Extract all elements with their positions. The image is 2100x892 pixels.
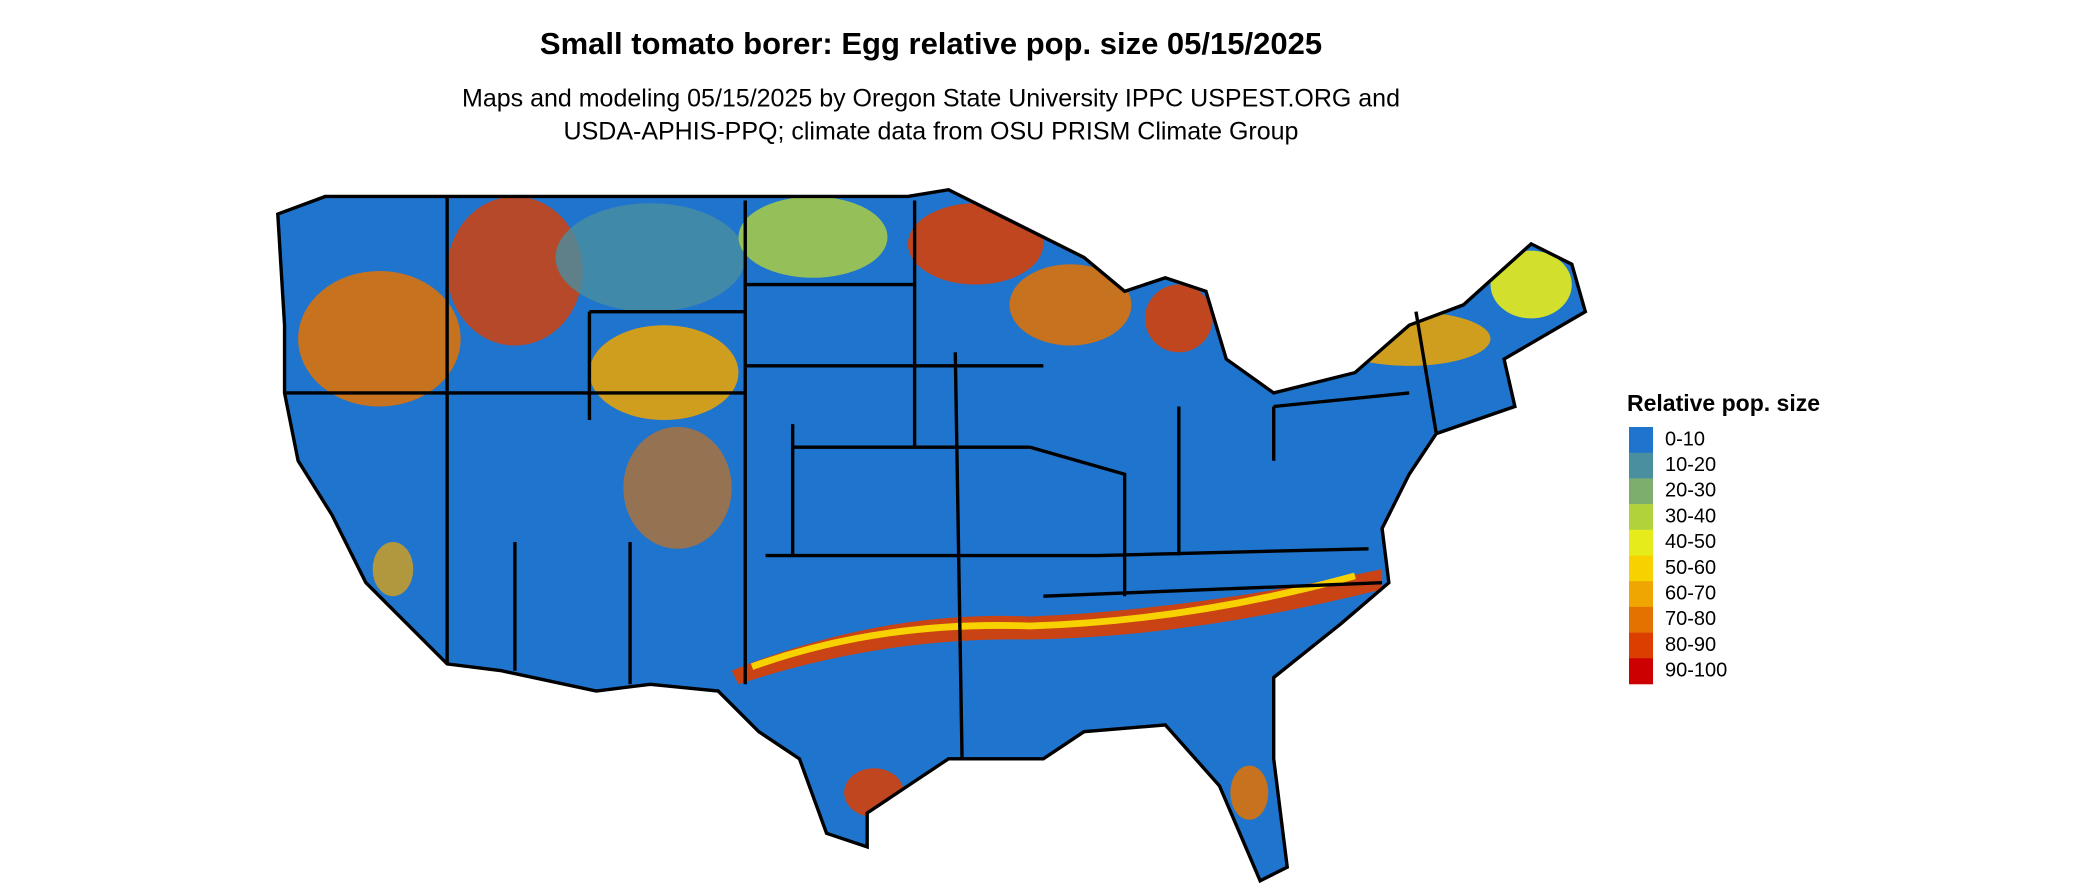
subtitle: Maps and modeling 05/15/2025 by Oregon S… xyxy=(462,85,1400,113)
legend-swatch xyxy=(1629,452,1653,479)
legend-swatch xyxy=(1629,658,1653,685)
legend-title: Relative pop. size xyxy=(1627,390,1820,416)
subtitle: USDA-APHIS-PPQ; climate data from OSU PR… xyxy=(564,118,1299,146)
legend-swatch xyxy=(1629,606,1653,633)
legend: 0-10 10-20 20-30 30-40 40-50 50-60 60-70 70-80 8… xyxy=(1629,427,1727,685)
legend-swatch xyxy=(1629,581,1653,608)
legend-label: 0-10 xyxy=(1665,428,1705,450)
legend-label: 90-100 xyxy=(1665,660,1727,682)
legend-label: 70-80 xyxy=(1665,608,1716,630)
legend-swatch xyxy=(1629,504,1653,531)
title: Small tomato borer: Egg relative pop. si… xyxy=(540,26,1322,61)
legend-label: 20-30 xyxy=(1665,480,1716,502)
legend-label: 60-70 xyxy=(1665,582,1716,604)
legend-swatch xyxy=(1629,555,1653,582)
us-map xyxy=(276,188,1588,883)
legend-swatch xyxy=(1629,632,1653,659)
legend-swatch xyxy=(1629,529,1653,556)
legend-label: 80-90 xyxy=(1665,634,1716,656)
legend-label: 50-60 xyxy=(1665,557,1716,579)
legend-label: 30-40 xyxy=(1665,505,1716,527)
state-borders xyxy=(276,188,1588,883)
legend-label: 10-20 xyxy=(1665,454,1716,476)
legend-swatch xyxy=(1629,427,1653,453)
legend-label: 40-50 xyxy=(1665,531,1716,553)
legend-swatch xyxy=(1629,478,1653,505)
